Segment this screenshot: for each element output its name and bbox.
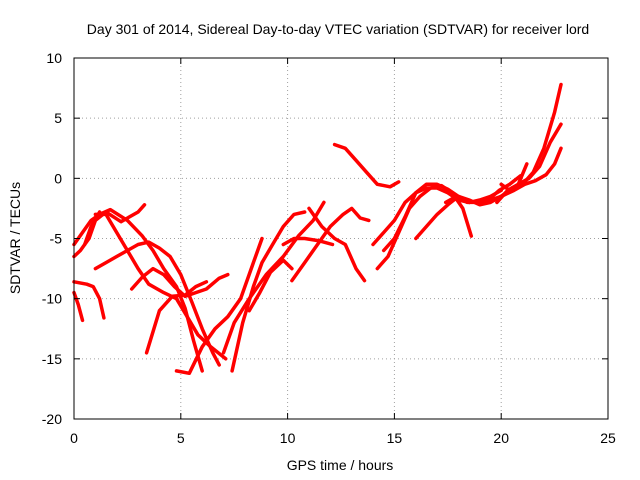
y-axis-label: SDTVAR / TECUs bbox=[7, 182, 23, 294]
series-arc-2 bbox=[72, 207, 204, 373]
x-tick-label: 20 bbox=[493, 430, 509, 446]
x-tick-label: 5 bbox=[177, 430, 185, 446]
series-arc-19 bbox=[375, 183, 474, 271]
series-arc-11 bbox=[230, 210, 307, 373]
series-arc-5 bbox=[82, 210, 102, 247]
x-tick-label: 25 bbox=[600, 430, 616, 446]
x-axis-label: GPS time / hours bbox=[287, 457, 394, 473]
y-tick-label: -10 bbox=[42, 291, 62, 307]
axis-ticks: 0 5 10 15 20 25 -20 -15 -10 -5 0 5 10 bbox=[42, 50, 616, 446]
series-arc-17 bbox=[332, 142, 401, 189]
series-arc-25 bbox=[488, 146, 563, 202]
series-arc-4 bbox=[72, 280, 106, 320]
series-arc-14 bbox=[281, 236, 335, 247]
series-arc-12 bbox=[221, 200, 326, 355]
y-tick-label: -20 bbox=[42, 411, 62, 427]
y-tick-label: -5 bbox=[50, 231, 63, 247]
series-arc-16 bbox=[307, 206, 367, 283]
series-arc-22 bbox=[443, 174, 523, 205]
series-arc-3 bbox=[72, 290, 85, 323]
y-tick-label: 10 bbox=[46, 50, 62, 66]
series-arc-13 bbox=[247, 258, 294, 313]
series-arc-9 bbox=[144, 280, 209, 355]
series-arc-7 bbox=[93, 240, 221, 367]
y-tick-label: 0 bbox=[54, 170, 62, 186]
grid bbox=[74, 58, 608, 419]
series-arc-26 bbox=[499, 162, 529, 193]
y-tick-label: 5 bbox=[54, 110, 62, 126]
series-arc-20 bbox=[381, 182, 471, 253]
data-series-group bbox=[72, 82, 563, 376]
series-arc-24 bbox=[495, 122, 563, 205]
series-arc-6 bbox=[93, 212, 228, 361]
series-arc-8 bbox=[129, 266, 230, 299]
x-tick-label: 10 bbox=[280, 430, 296, 446]
series-arc-1 bbox=[72, 203, 147, 259]
x-tick-label: 0 bbox=[70, 430, 78, 446]
x-tick-label: 15 bbox=[387, 430, 403, 446]
series-arc-15 bbox=[290, 206, 371, 283]
series-arc-10 bbox=[174, 236, 264, 376]
y-tick-label: -15 bbox=[42, 351, 62, 367]
chart-title: Day 301 of 2014, Sidereal Day-to-day VTE… bbox=[87, 21, 589, 37]
